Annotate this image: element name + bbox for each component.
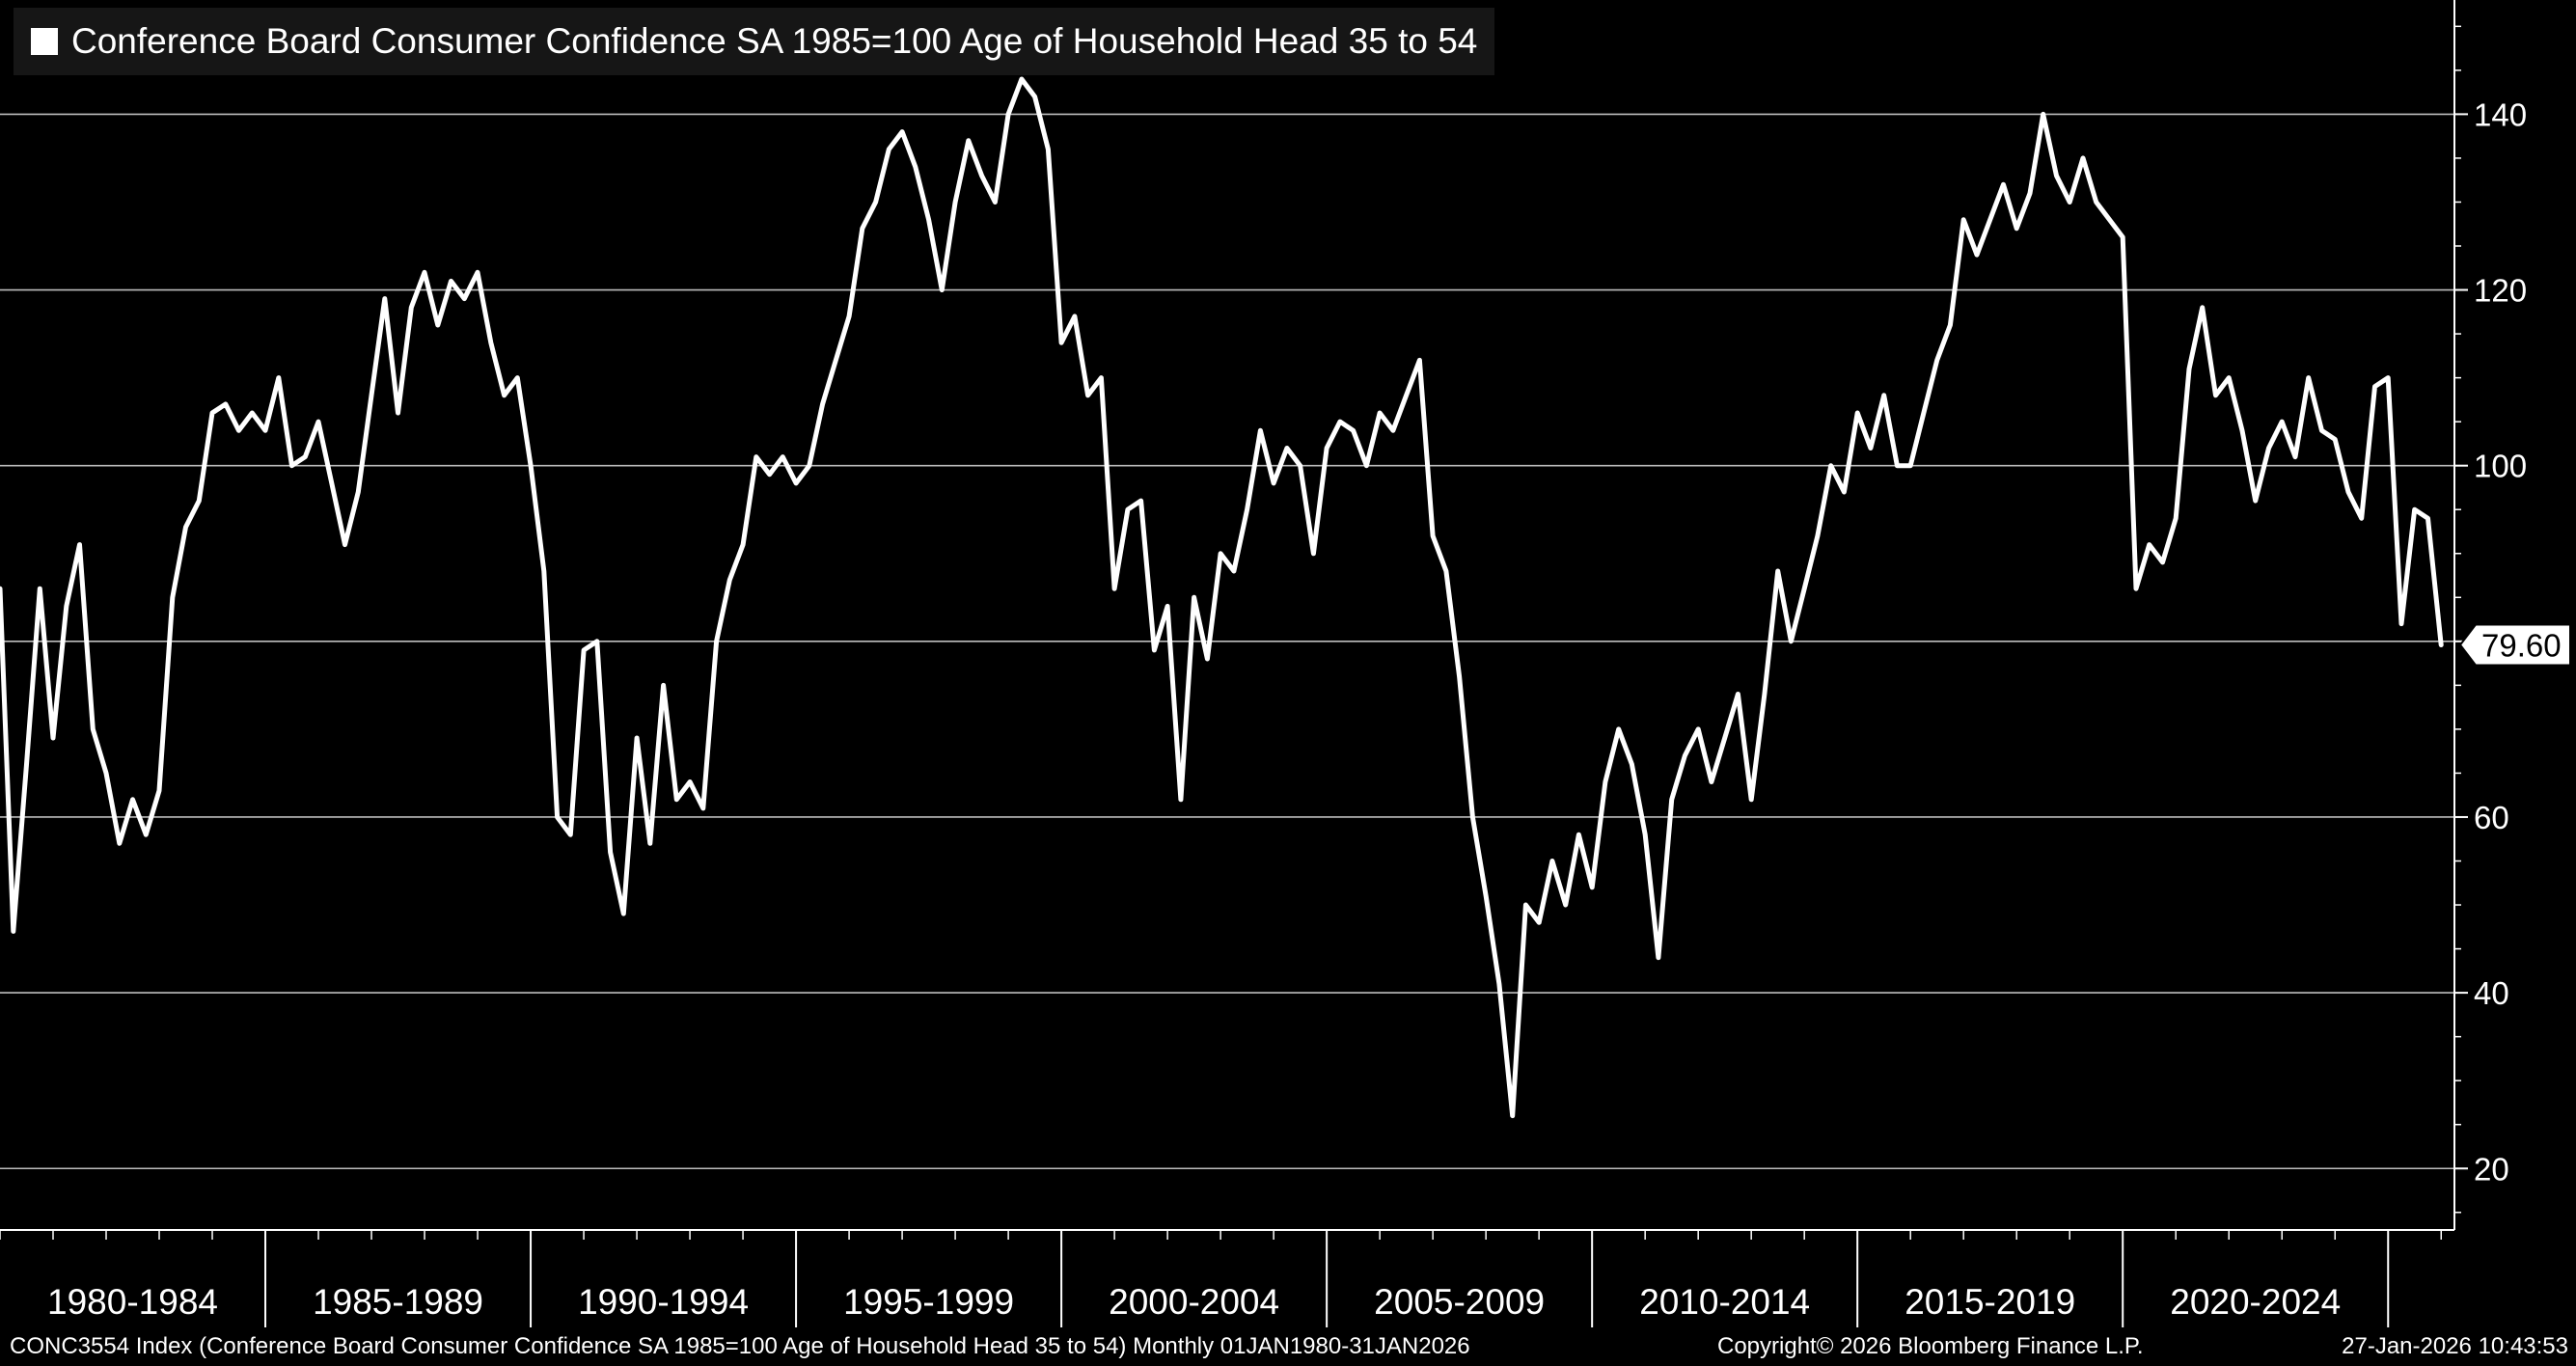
x-period-label: 2005-2009 <box>1374 1282 1545 1322</box>
x-period-label: 1980-1984 <box>47 1282 218 1322</box>
y-tick-label: 20 <box>2474 1151 2509 1187</box>
x-period-label: 2000-2004 <box>1109 1282 1279 1322</box>
x-period-label: 1995-1999 <box>843 1282 1014 1322</box>
y-tick-label: 100 <box>2474 449 2527 484</box>
x-period-label: 2015-2019 <box>1905 1282 2075 1322</box>
footer-ticker-description: CONC3554 Index (Conference Board Consume… <box>10 1333 1470 1359</box>
last-value-badge <box>2458 623 2571 667</box>
last-value-group: 79.60 <box>2458 623 2571 667</box>
y-tick-label: 60 <box>2474 800 2509 835</box>
x-period-label: 2010-2014 <box>1639 1282 1810 1322</box>
legend-label: Conference Board Consumer Confidence SA … <box>71 21 1478 61</box>
gridlines <box>0 113 2454 1170</box>
last-value-label: 79.60 <box>2481 627 2562 663</box>
legend-swatch <box>31 28 58 55</box>
footer-copyright: Copyright© 2026 Bloomberg Finance L.P. <box>1717 1333 2144 1359</box>
footer-timestamp: 27-Jan-2026 10:43:53 <box>2342 1333 2568 1359</box>
y-tick-label: 140 <box>2474 96 2527 132</box>
x-period-label: 1990-1994 <box>578 1282 749 1322</box>
x-axis: 1980-1984 1985-1989 1990-1994 1995-1999 2000… <box>0 1229 2454 1327</box>
x-period-label: 2020-2024 <box>2170 1282 2341 1322</box>
y-tick-label: 40 <box>2474 975 2509 1011</box>
y-tick-label: 120 <box>2474 273 2527 309</box>
series-group <box>0 76 2444 1119</box>
y-axis: 20 40 60 100 120 140 <box>2453 0 2527 1230</box>
legend: Conference Board Consumer Confidence SA … <box>14 8 1495 75</box>
x-period-label: 1985-1989 <box>313 1282 483 1322</box>
footer: CONC3554 Index (Conference Board Consume… <box>0 1327 2576 1366</box>
series-line-0 <box>0 76 2444 1119</box>
